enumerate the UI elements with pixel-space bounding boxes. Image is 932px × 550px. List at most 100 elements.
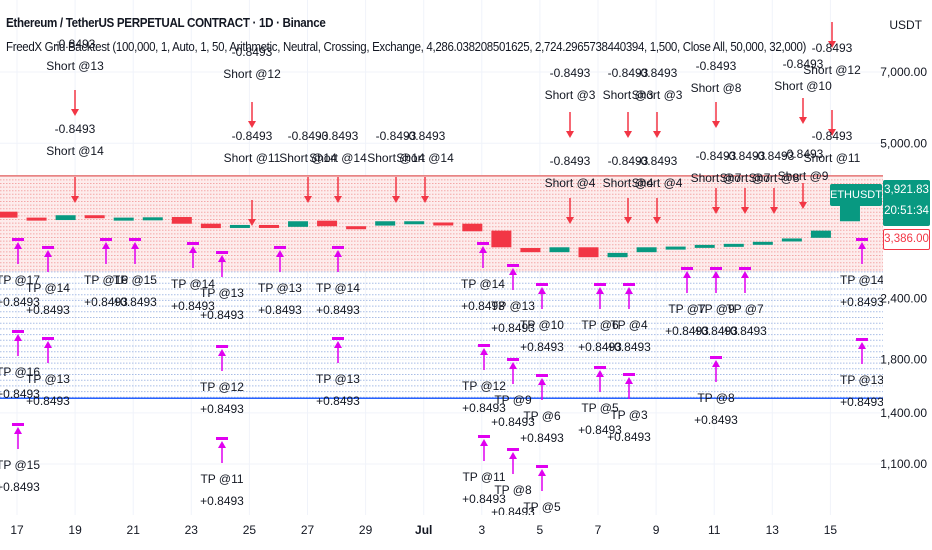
short-value: -0.8493 (783, 147, 824, 161)
short-label: Short @14 (309, 151, 367, 165)
tp-marker: TP @12 +0.8493 (462, 344, 506, 415)
short-marker: -0.8493 Short @4 (545, 154, 596, 224)
time-tick-label: 11 (708, 523, 721, 537)
tp-marker: TP @11 +0.8493 (200, 437, 244, 508)
tp-bar (536, 283, 548, 286)
tp-bar (594, 283, 606, 286)
time-tick-label: 27 (301, 523, 315, 537)
short-arrow-icon (799, 117, 807, 124)
tp-arrow-icon (683, 271, 691, 278)
short-value: -0.8493 (637, 66, 678, 80)
candle (171, 217, 192, 224)
tp-value: +0.8493 (520, 340, 564, 354)
tp-bar (42, 337, 54, 340)
short-label: Short @4 (632, 176, 683, 190)
candle (433, 222, 454, 226)
time-axis[interactable]: 17 19 21 23 25 27 29 Jul 3 5 7 9 11 13 15 (0, 515, 932, 550)
short-arrow-icon (741, 207, 749, 214)
tp-marker: TP @15 +0.8493 (0, 423, 40, 494)
short-marker: -0.8493 Short @3 (632, 66, 683, 138)
tp-label: TP @13 (316, 372, 360, 386)
tp-bar (129, 238, 141, 241)
time-tick-label: 23 (185, 523, 199, 537)
short-marker: -0.8493 Short @14 (396, 129, 454, 203)
short-value: -0.8493 (725, 149, 766, 163)
tp-bar (332, 337, 344, 340)
tp-marker: TP @11 +0.8493 (462, 435, 506, 506)
short-value: -0.8493 (608, 154, 649, 168)
short-marker: -0.8493 Short @9 (778, 147, 829, 209)
tp-label: TP @8 (494, 483, 532, 497)
short-label: Short @3 (603, 88, 654, 102)
candle (26, 217, 47, 221)
tp-label: TP @9 (494, 393, 532, 407)
tp-marker: TP @8 +0.8493 (694, 356, 738, 427)
tp-marker: TP @15 +0.8493 (113, 238, 157, 309)
tp-value: +0.8493 (316, 303, 360, 317)
short-marker: -0.8493 Short @8 (749, 149, 800, 214)
short-marker: -0.8493 Short @14 (279, 129, 337, 203)
short-arrow-icon (71, 196, 79, 203)
short-arrow-icon (334, 196, 342, 203)
tp-bar (594, 366, 606, 369)
tp-marker: TP @14 +0.8493 (171, 242, 215, 313)
tp-bar (507, 358, 519, 361)
short-marker: -0.8493 Short @3 (603, 66, 654, 138)
tp-value: +0.8493 (723, 324, 767, 338)
currency-label[interactable]: USDT (889, 18, 922, 32)
short-label: Short @14 (396, 151, 454, 165)
symbol-tag: ETHUSDT.P (830, 184, 891, 206)
short-marker: -0.8493 Short @11 (804, 110, 861, 165)
short-arrow-icon (421, 196, 429, 203)
candle (491, 230, 512, 248)
tp-marker: TP @12 +0.8493 (200, 345, 244, 416)
tp-value: +0.8493 (607, 340, 651, 354)
tp-label: TP @15 (113, 273, 157, 287)
tp-value: +0.8493 (26, 303, 70, 317)
tp-arrow-icon (509, 452, 517, 459)
tp-bar (536, 465, 548, 468)
candle (723, 243, 744, 247)
tp-value: +0.8493 (258, 303, 302, 317)
short-value: -0.8493 (405, 129, 446, 143)
short-label: Short @7 (691, 171, 742, 185)
short-arrow-icon (566, 131, 574, 138)
short-label: Short @11 (224, 151, 281, 165)
tp-label: TP @15 (0, 458, 40, 472)
tp-arrow-icon (538, 469, 546, 476)
tp-bar (739, 267, 751, 270)
tp-label: TP @13 (200, 286, 244, 300)
candle (549, 247, 570, 253)
short-label: Short @4 (545, 176, 596, 190)
short-arrow-icon (624, 131, 632, 138)
study-legend[interactable]: FreedX Grid Backtest (100,000, 1, Auto, … (6, 40, 807, 54)
short-label: Short @3 (545, 88, 596, 102)
short-label: Short @14 (46, 144, 104, 158)
short-value: -0.8493 (637, 154, 678, 168)
short-label: Short @3 (632, 88, 683, 102)
price-tick-label: 7,000.00 (880, 65, 927, 79)
short-arrow-icon (712, 207, 720, 214)
time-tick-label: 7 (595, 523, 602, 537)
tp-label: TP @12 (200, 380, 244, 394)
tp-label: TP @14 (840, 273, 884, 287)
price-axis[interactable]: 7,000.00 5,000.00 2,400.00 1,800.00 1,400.00… (880, 0, 932, 550)
short-label: Short @13 (46, 59, 104, 73)
tp-value: +0.8493 (607, 430, 651, 444)
tp-arrow-icon (44, 341, 52, 348)
tp-label: TP @5 (523, 500, 561, 514)
price-tick-label: 5,000.00 (880, 136, 927, 150)
tp-marker: TP @14 +0.8493 (461, 242, 505, 313)
tp-label: TP @5 (581, 401, 619, 415)
tp-bar (100, 238, 112, 241)
time-axis-bg (0, 515, 932, 550)
tp-value: +0.8493 (113, 295, 157, 309)
tp-label: TP @7 (668, 302, 706, 316)
tp-value: +0.8493 (578, 340, 622, 354)
candle (404, 221, 425, 225)
short-marker: -0.8493 Short @3 (545, 66, 596, 138)
tp-label: TP @11 (200, 472, 243, 486)
short-arrow-icon (248, 121, 256, 128)
